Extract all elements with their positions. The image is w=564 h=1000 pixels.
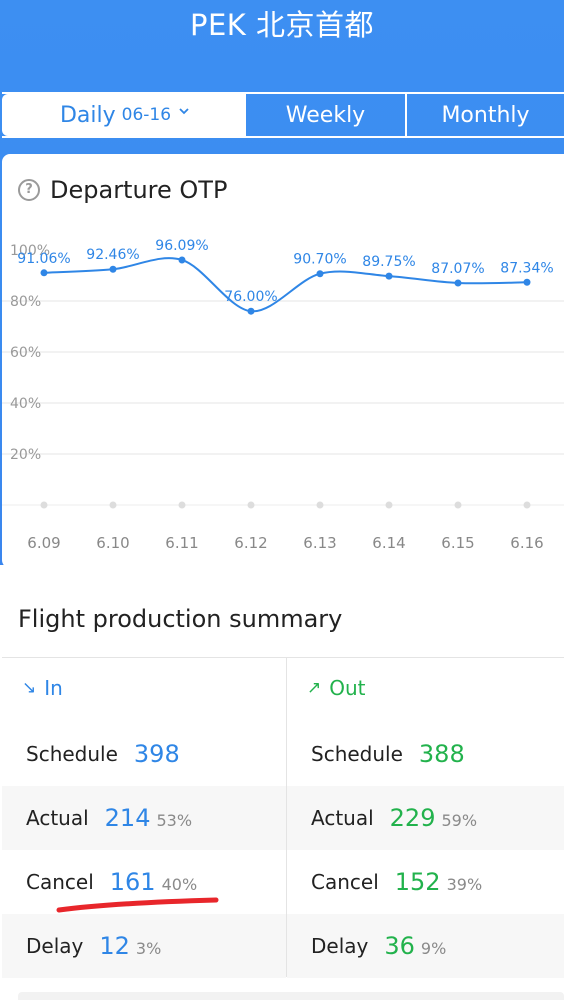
data-label: 90.70% [293,252,346,268]
summary-title: Flight production summary [18,605,343,633]
x-baseline-dot [454,501,462,509]
metric-percent: 53% [156,810,193,830]
x-baseline-dot [247,501,255,509]
tab-weekly[interactable]: Weekly [246,94,407,136]
inbound-label: In [44,676,63,700]
x-tick-label: 6.13 [303,534,336,552]
metric-label: Delay [311,934,369,958]
out-actual-row: Actual 229 59% [287,786,564,850]
data-label: 89.75% [362,254,415,270]
outbound-label: Out [329,676,366,700]
chevron-down-icon[interactable] [179,107,189,117]
data-point [316,270,324,278]
x-tick-label: 6.15 [441,534,474,552]
in-delay-row: Delay 12 3% [2,914,286,978]
metric-label: Schedule [26,742,118,766]
data-label: 87.34% [500,260,553,276]
data-point [40,269,48,277]
y-tick-label: 40% [10,396,41,412]
x-tick-label: 6.16 [510,534,543,552]
summary-divider [2,657,564,658]
data-point [523,278,531,286]
data-point [385,272,393,280]
x-baseline-dot [316,501,324,509]
metric-label: Actual [26,806,89,830]
x-tick-label: 6.11 [165,534,198,552]
tab-daily-label: Daily [59,102,116,128]
data-point [109,265,117,273]
inbound-header: ↘ In [22,676,63,700]
data-label: 96.09% [155,238,208,254]
data-label: 87.07% [431,261,484,277]
metric-value: 398 [133,740,180,768]
flight-production-summary-card: Flight production summary ↘ In Schedule … [2,585,564,1000]
metric-label: Cancel [311,870,379,894]
data-label: 76.00% [224,289,277,305]
tab-daily[interactable]: Daily 06-16 [2,94,246,136]
otp-line-chart: 100% 80% 60% 40% 20% 6.09 6.10 6.11 6.12 6.13 6.14… [2,238,564,552]
column-divider [286,657,287,977]
metric-percent: 39% [446,874,483,894]
x-tick-label: 6.12 [234,534,267,552]
metric-label: Schedule [311,742,403,766]
metric-percent: 59% [441,810,478,830]
tab-monthly[interactable]: Monthly [407,94,564,136]
otp-title: Departure OTP [50,176,228,204]
metric-label: Cancel [26,870,94,894]
x-baseline-dot [40,501,48,509]
x-tick-label: 6.14 [372,534,405,552]
x-baseline-dot [385,501,393,509]
data-label: 91.06% [17,251,70,267]
x-tick-label: 6.09 [27,534,60,552]
tab-weekly-label: Weekly [285,102,366,128]
metric-percent: 9% [420,938,447,958]
y-tick-label: 20% [10,447,41,463]
arrow-down-right-icon: ↘ [22,678,37,698]
arrow-up-right-icon: ↗ [307,678,322,698]
help-icon[interactable]: ? [18,179,40,201]
metric-label: Delay [26,934,84,958]
y-tick-label: 60% [10,345,41,361]
tab-monthly-label: Monthly [441,102,530,128]
metric-value: 152 [394,868,441,896]
in-actual-row: Actual 214 53% [2,786,286,850]
y-tick-label: 100% [10,243,50,259]
tab-daily-date: 06-16 [121,105,172,125]
metric-value: 229 [389,804,436,832]
out-cancel-row: Cancel 152 39% [287,850,564,914]
red-annotation-underline [56,897,219,913]
data-point [454,279,462,287]
in-schedule-row: Schedule 398 [2,722,286,786]
metric-percent: 40% [161,874,198,894]
airport-title: PEK 北京首都 [189,8,375,42]
data-point [178,256,186,264]
x-baseline-dot [109,501,117,509]
in-cancel-row: Cancel 161 40% [2,850,286,914]
out-delay-row: Delay 36 9% [287,914,564,978]
departure-otp-card: ? Departure OTP 100% 80% 60% 40% 20% 6.09 6.10… [2,154,564,568]
otp-header: ? Departure OTP [18,174,227,206]
x-baseline-dot [178,501,186,509]
otp-series-line [43,257,528,313]
y-tick-label: 80% [10,294,41,310]
next-card-edge [18,992,564,1000]
out-schedule-row: Schedule 388 [287,722,564,786]
x-baseline-dot [523,501,531,509]
metric-label: Actual [311,806,374,830]
x-tick-label: 6.10 [96,534,129,552]
metric-value: 214 [104,804,151,832]
period-tabs: Daily 06-16 Weekly Monthly [2,92,564,138]
outbound-header: ↗ Out [307,676,366,700]
data-point [247,307,255,315]
data-label: 92.46% [86,247,139,263]
metric-percent: 3% [135,938,162,958]
metric-value: 161 [109,868,156,896]
metric-value: 12 [99,932,130,960]
metric-value: 388 [418,740,465,768]
metric-value: 36 [384,932,415,960]
